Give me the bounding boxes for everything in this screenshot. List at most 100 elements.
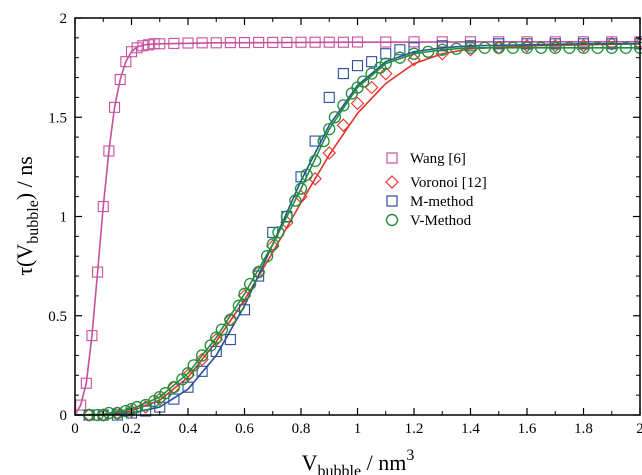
data-point-v-method xyxy=(492,41,505,54)
data-point-v-method xyxy=(450,42,463,55)
data-point-wang-6 xyxy=(253,36,265,48)
data-point-wang-6 xyxy=(337,36,349,48)
data-point-wang-6 xyxy=(120,56,132,68)
data-point-v-method xyxy=(159,387,172,400)
legend-label-wang: Wang [6] xyxy=(410,151,466,167)
data-point-wang-6 xyxy=(408,36,420,48)
data-point-v-method xyxy=(294,182,308,195)
legend-entry-m-method: M-method xyxy=(386,194,474,210)
data-point-m-method xyxy=(436,40,448,52)
y-tick-label: 0.5 xyxy=(48,309,67,325)
data-point-voronoi-12 xyxy=(604,37,619,51)
data-point-m-method xyxy=(549,38,561,50)
data-point-v-method xyxy=(181,367,195,380)
y-tick-label: 1.5 xyxy=(48,110,67,126)
data-point-m-method xyxy=(224,334,236,346)
data-point-m-method xyxy=(267,226,279,238)
x-tick-label: 0 xyxy=(71,421,79,437)
x-tick-label: 1.2 xyxy=(405,421,424,437)
data-point-v-method xyxy=(204,339,217,352)
data-point-wang-6 xyxy=(323,36,335,48)
plot-frame xyxy=(74,17,641,416)
data-point-m-method xyxy=(253,270,265,282)
data-point-v-method xyxy=(300,168,313,181)
data-point-wang-6 xyxy=(148,38,160,50)
data-point-voronoi-12 xyxy=(195,352,209,367)
data-point-v-method xyxy=(195,349,209,362)
data-point-v-method xyxy=(266,238,279,251)
data-point-m-method xyxy=(577,38,590,50)
legend-entry-v-method: V-Method xyxy=(385,213,472,229)
x-tick-label: 2 xyxy=(636,421,642,437)
data-point-v-method xyxy=(167,381,181,394)
data-point-voronoi-12 xyxy=(350,96,365,111)
fit-line-voronoi-12 xyxy=(74,43,641,416)
data-point-v-method xyxy=(605,41,618,54)
data-point-voronoi-12 xyxy=(237,289,252,303)
data-point-v-method xyxy=(289,194,302,207)
data-point-voronoi-12 xyxy=(265,239,280,254)
data-point-wang-6 xyxy=(295,36,307,48)
legend-label-v-method: V-Method xyxy=(410,213,472,229)
y-tick-label: 0 xyxy=(60,408,68,424)
x-tick-label: 1.6 xyxy=(518,421,537,437)
data-point-m-method xyxy=(196,365,208,377)
data-point-voronoi-12 xyxy=(336,118,351,132)
y-axis-label: τ(Vbubble) / ns xyxy=(12,156,42,276)
data-point-m-method xyxy=(380,48,392,60)
legend-marker-wang xyxy=(386,152,398,164)
x-tick-label: 0.2 xyxy=(122,421,141,437)
data-point-v-method xyxy=(520,41,534,54)
data-point-m-method xyxy=(493,38,505,50)
data-point-wang-6 xyxy=(80,377,92,389)
data-point-v-method xyxy=(464,41,477,54)
data-point-wang-6 xyxy=(97,201,109,213)
data-point-m-method xyxy=(606,38,618,50)
data-point-v-method xyxy=(323,123,336,136)
data-point-v-method xyxy=(393,51,407,64)
data-point-v-method xyxy=(243,277,257,291)
data-point-wang-6 xyxy=(137,40,149,52)
data-point-wang-6 xyxy=(196,37,208,49)
data-point-v-method xyxy=(337,99,350,112)
legend-entry-wang: Wang [6] xyxy=(386,151,466,167)
data-point-wang-6 xyxy=(142,39,154,51)
data-point-m-method xyxy=(337,68,349,80)
legend-entry-voronoi: Voronoi [12] xyxy=(385,175,487,191)
data-point-wang-6 xyxy=(131,42,143,54)
data-point-v-method xyxy=(130,400,144,414)
data-point-v-method xyxy=(280,210,294,223)
data-point-v-method xyxy=(356,75,370,88)
data-point-v-method xyxy=(252,265,265,279)
data-point-wang-6 xyxy=(182,37,194,49)
data-point-v-method xyxy=(187,359,200,372)
data-point-wang-6 xyxy=(168,37,180,49)
data-point-v-method xyxy=(379,57,392,70)
x-tick-label: 1 xyxy=(354,421,362,437)
data-point-m-method xyxy=(351,60,364,72)
data-point-v-method xyxy=(407,47,421,60)
data-point-v-method xyxy=(111,406,124,420)
x-axis-label: Vbubble / nm3 xyxy=(302,447,415,475)
x-tick-label: 0.8 xyxy=(292,421,311,437)
data-point-wang-6 xyxy=(125,46,138,58)
data-point-v-method xyxy=(260,250,274,263)
data-point-voronoi-12 xyxy=(435,46,450,61)
data-point-v-method xyxy=(506,41,520,54)
data-point-wang-6 xyxy=(309,36,321,48)
data-point-wang-6 xyxy=(224,37,236,49)
data-point-v-method xyxy=(478,41,491,54)
data-point-v-method xyxy=(534,41,548,54)
data-point-m-method xyxy=(408,42,420,54)
data-point-v-method xyxy=(591,41,604,54)
legend-label-m-method: M-method xyxy=(410,194,474,210)
data-point-wang-6 xyxy=(92,266,104,278)
x-tick-label: 1.4 xyxy=(461,421,480,437)
data-point-wang-6 xyxy=(109,101,121,113)
data-point-voronoi-12 xyxy=(364,80,379,95)
data-point-v-method xyxy=(215,323,229,336)
data-point-v-method xyxy=(210,331,223,344)
data-point-wang-6 xyxy=(154,38,166,50)
data-point-v-method xyxy=(577,41,590,54)
x-axis-label-sub: bubble xyxy=(318,463,362,475)
